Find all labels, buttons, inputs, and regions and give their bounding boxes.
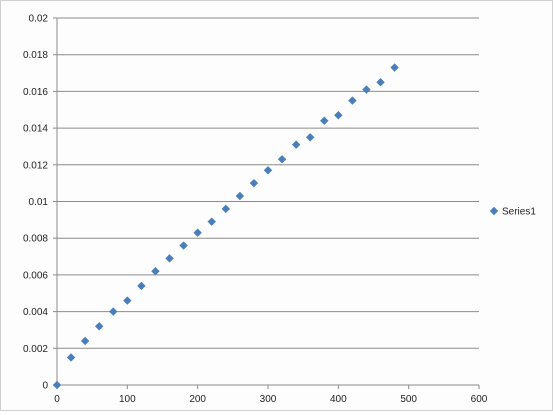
y-tick-label: 0.008 (23, 234, 48, 245)
data-point (95, 322, 103, 330)
data-point (137, 282, 145, 290)
data-point (67, 353, 75, 361)
y-tick-label: 0 (42, 381, 48, 392)
x-tick-label: 100 (119, 394, 136, 405)
data-point (179, 241, 187, 249)
x-tick-label: 300 (260, 394, 277, 405)
x-tick-label: 200 (189, 394, 206, 405)
y-tick-label: 0.014 (23, 124, 48, 135)
data-point (109, 307, 117, 315)
data-point (320, 117, 328, 125)
data-point (165, 254, 173, 262)
data-point (193, 228, 201, 236)
y-tick-label: 0.002 (23, 344, 48, 355)
data-point (264, 166, 272, 174)
data-point (292, 140, 300, 148)
y-tick-label: 0.012 (23, 160, 48, 171)
data-point (208, 217, 216, 225)
x-tick-label: 400 (330, 394, 347, 405)
x-tick-label: 600 (471, 394, 488, 405)
legend: Series1 (490, 207, 537, 218)
y-tick-label: 0.004 (23, 307, 48, 318)
data-point (376, 78, 384, 86)
y-tick-label: 0.018 (23, 50, 48, 61)
gridlines (57, 18, 479, 348)
data-point (278, 155, 286, 163)
data-point (348, 96, 356, 104)
y-tick-label: 0.02 (29, 14, 49, 25)
data-point (236, 192, 244, 200)
data-point (53, 381, 61, 389)
data-points (53, 63, 399, 389)
x-axis-ticks: 0 100 200 300 400 500 600 (54, 385, 488, 405)
data-point (306, 133, 314, 141)
data-point (151, 267, 159, 275)
legend-marker (490, 207, 498, 215)
y-axis-ticks: 0 0.002 0.004 0.006 0.008 0.01 0.012 0.014 0.016… (23, 14, 57, 392)
data-point (222, 205, 230, 213)
data-point (81, 337, 89, 345)
x-tick-label: 0 (54, 394, 60, 405)
data-point (250, 179, 258, 187)
data-point (123, 296, 131, 304)
x-tick-label: 500 (400, 394, 417, 405)
data-point (390, 63, 398, 71)
legend-label-series1: Series1 (502, 207, 536, 218)
y-tick-label: 0.016 (23, 87, 48, 98)
data-point (334, 111, 342, 119)
y-tick-label: 0.006 (23, 270, 48, 281)
y-tick-label: 0.01 (29, 197, 49, 208)
data-point (362, 85, 370, 93)
